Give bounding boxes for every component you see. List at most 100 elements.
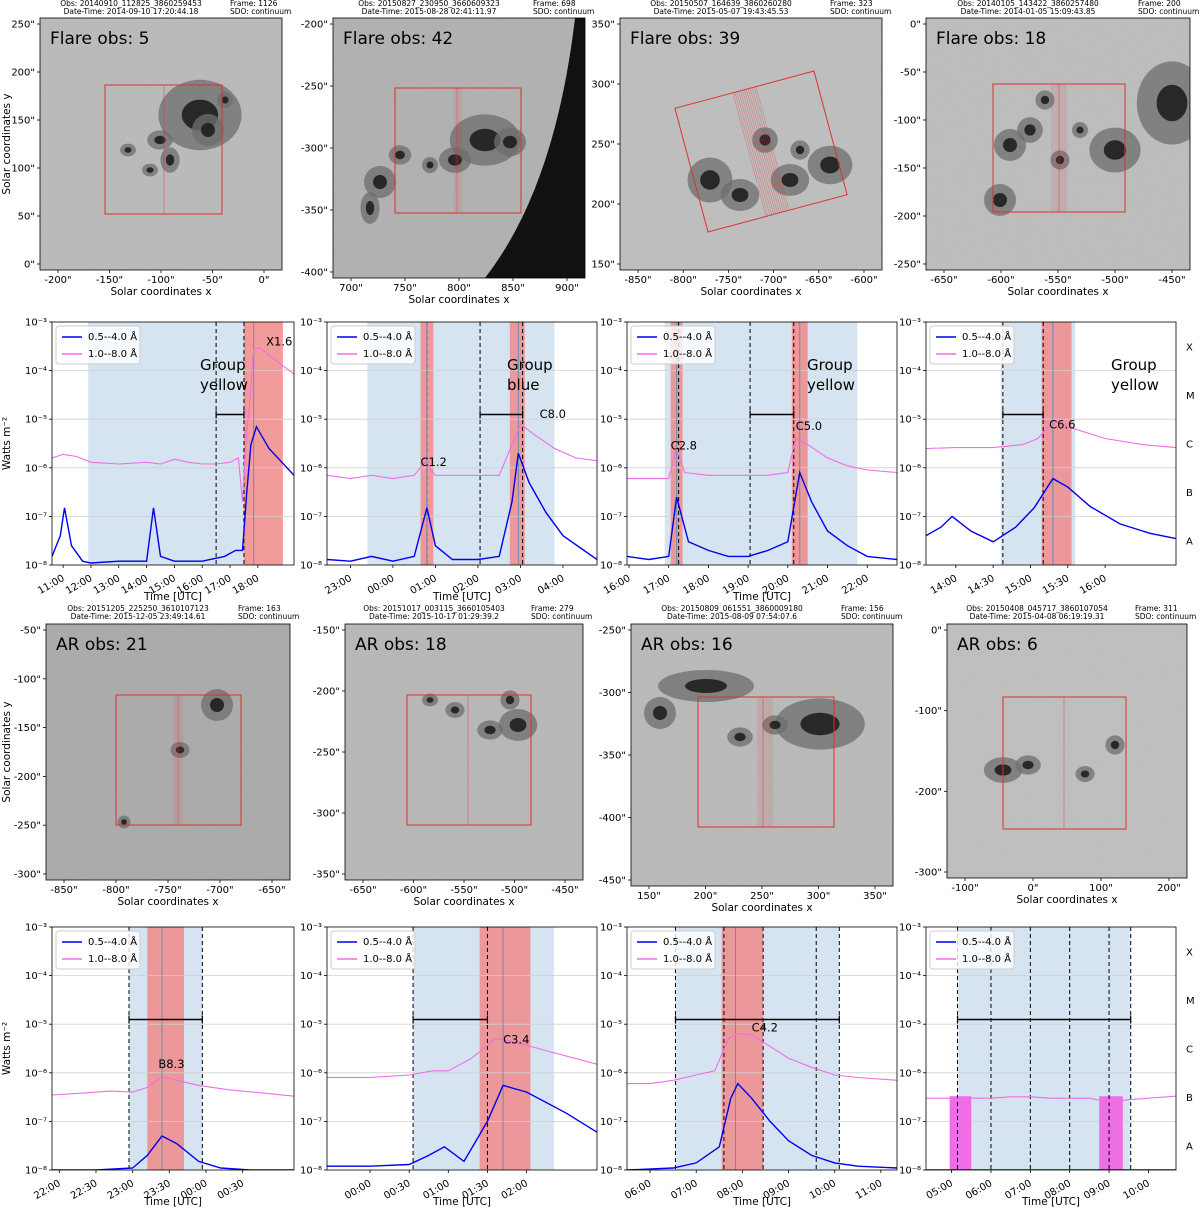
slit-raster-line bbox=[736, 91, 771, 216]
y-tick-label: -200" bbox=[915, 787, 942, 798]
sunspot-umbra bbox=[365, 201, 375, 215]
sdo-image-svg: Obs: 20150507_164639_3860260280Date-Time… bbox=[591, 0, 891, 298]
goes-panel-flare-39: 10⁻⁸ 10⁻⁷ 10⁻⁶ 10⁻⁵ 10⁻⁴ 10⁻³ 16:00 17:00 18:00 1… bbox=[600, 302, 900, 605]
solar-image bbox=[926, 18, 1190, 270]
x-tick-label: 00:00 bbox=[343, 1178, 373, 1202]
y-tick-label: 10⁻³ bbox=[600, 318, 622, 329]
sunspot-umbra bbox=[781, 173, 799, 187]
x-axis-title: Solar coordinates x bbox=[700, 286, 801, 298]
x-tick-label: 0" bbox=[259, 275, 270, 286]
x-tick-label: -450" bbox=[551, 885, 578, 896]
x-axis-title: Time [UTC] bbox=[1021, 1196, 1080, 1208]
datetime-label: Date-Time: 2015-04-08 06:19:19.31 bbox=[970, 612, 1105, 621]
goes-chart-svg: 10⁻⁸10⁻⁷10⁻⁶10⁻⁵10⁻⁴10⁻³23:00 00:00 01:00 0… bbox=[300, 318, 598, 603]
y-tick-label: 10⁻⁸ bbox=[899, 1166, 921, 1177]
y-tick-label: 50" bbox=[18, 212, 35, 223]
flare-span bbox=[509, 322, 525, 565]
group-label: blue bbox=[507, 376, 539, 394]
chart-frame bbox=[326, 926, 598, 1171]
legend-label-long: 1.0--8.0 Å bbox=[88, 952, 137, 965]
flare-class-label: C2.8 bbox=[671, 438, 697, 452]
x-tick-label: -750" bbox=[715, 275, 742, 286]
sunspot-umbra bbox=[505, 695, 515, 705]
group-label: yellow bbox=[200, 376, 248, 394]
legend-label-short: 0.5--4.0 Å bbox=[663, 935, 712, 948]
y-tick-label: 350" bbox=[591, 20, 615, 31]
y-tick-label: -300" bbox=[313, 809, 340, 820]
sunspot-umbra bbox=[210, 698, 224, 712]
group-label: yellow bbox=[1111, 376, 1159, 394]
y-tick-label: -50" bbox=[900, 68, 921, 79]
sunspot-umbra bbox=[121, 819, 127, 825]
y-tick-label: -150" bbox=[313, 626, 340, 637]
flare-class-label: C8.0 bbox=[540, 407, 566, 421]
obs-label: AR obs: 18 bbox=[355, 635, 447, 655]
fov-box bbox=[1002, 696, 1127, 830]
goes-panel-flare-18: 10⁻⁸ 10⁻⁷ 10⁻⁶ 10⁻⁵ 10⁻⁴ 10⁻³ 14:00 14:30 15:00 1… bbox=[899, 302, 1200, 605]
sunspot-umbra bbox=[1003, 138, 1017, 152]
y-tick-label: 10⁻³ bbox=[899, 318, 921, 329]
y-tick-label: -200" bbox=[894, 212, 921, 223]
x-tick-label: 200" bbox=[694, 891, 718, 902]
flare-class-label: C1.2 bbox=[421, 455, 447, 469]
x-tick-label: 17:00 bbox=[642, 573, 672, 597]
legend: 0.5--4.0 Å 1.0--8.0 Å bbox=[630, 930, 716, 970]
x-axis-title: Time [UTC] bbox=[432, 1196, 491, 1208]
y-tick-label: 300" bbox=[591, 80, 615, 91]
x-tick-label: 23:00 bbox=[106, 1178, 136, 1202]
x-tick-label: -650" bbox=[805, 275, 832, 286]
y-tick-label: 10⁻⁸ bbox=[25, 561, 47, 572]
obs-label: AR obs: 16 bbox=[641, 635, 733, 655]
y-tick-label: 10⁻⁶ bbox=[600, 1068, 622, 1079]
x-tick-label: 700" bbox=[339, 283, 363, 294]
y-tick-label: 10⁻⁴ bbox=[25, 971, 47, 982]
goes-panel-ar-21: 10⁻⁸ 10⁻⁷ 10⁻⁶ 10⁻⁵ 10⁻⁴ 10⁻³ Watts m⁻² 22:00 22… bbox=[0, 907, 300, 1210]
obs-label: Flare obs: 42 bbox=[343, 29, 453, 49]
legend-label-long: 1.0--8.0 Å bbox=[962, 952, 1011, 965]
goes-panel-flare-5: 10⁻⁸ 10⁻⁷ 10⁻⁶ 10⁻⁵ 10⁻⁴ 10⁻³ Watts m⁻² 11:00 12… bbox=[0, 302, 300, 605]
y-tick-label: 10⁻⁵ bbox=[600, 1020, 622, 1031]
datetime-label: Date-Time: 2015-12-05 23:49:14.61 bbox=[71, 612, 206, 621]
sunspot-umbra bbox=[469, 128, 501, 152]
granulation bbox=[345, 624, 583, 880]
group-label: Group bbox=[507, 356, 553, 374]
sunspot-umbra bbox=[221, 96, 229, 104]
y-tick-label: 10⁻³ bbox=[25, 318, 47, 329]
image-panel-flare-42: Obs: 20150827_230950_3660609323 Date-Time… bbox=[300, 0, 600, 306]
slit-raster-line bbox=[732, 92, 767, 217]
obs-label: AR obs: 6 bbox=[957, 635, 1038, 655]
goes-chart-svg: 10⁻⁸ 10⁻⁷ 10⁻⁶ 10⁻⁵ 10⁻⁴ 10⁻³ 14:00 14:30 15:00 1… bbox=[899, 318, 1195, 598]
flare-class-label: B8.3 bbox=[158, 1057, 184, 1071]
chart-frame bbox=[326, 321, 598, 566]
slit-raster-line bbox=[734, 92, 769, 216]
sunspot-umbra bbox=[759, 134, 771, 146]
sunspot-umbra bbox=[731, 188, 749, 202]
instrument-label: SDO: continuum bbox=[1138, 7, 1199, 16]
goes-panel-ar-16: 10⁻⁸ 10⁻⁷ 10⁻⁶ 10⁻⁵ 10⁻⁴ 10⁻³ 06:00 07:00 08:00 0… bbox=[600, 907, 900, 1210]
x-tick-label: -650" bbox=[349, 885, 376, 896]
y-tick-label: 10⁻³ bbox=[25, 923, 47, 934]
legend-label-long: 1.0--8.0 Å bbox=[88, 347, 137, 360]
y-tick-label: 10⁻⁵ bbox=[25, 415, 47, 426]
y-tick-label: -400" bbox=[599, 813, 626, 824]
chart-frame bbox=[51, 926, 295, 1171]
y-tick-label: 10⁻⁸ bbox=[600, 561, 622, 572]
x-tick-label: 0" bbox=[1028, 883, 1039, 894]
goes-class-label: M bbox=[1186, 391, 1195, 402]
legend: 0.5--4.0 Å 1.0--8.0 Å bbox=[330, 930, 416, 970]
instrument-label: SDO: continuum bbox=[1135, 612, 1196, 621]
obs-file-label: Obs: 20151017_003115_3660105403 bbox=[363, 604, 505, 613]
granulation bbox=[947, 624, 1187, 878]
legend-label-long: 1.0--8.0 Å bbox=[663, 347, 712, 360]
y-axis-title: Solar coordinates y bbox=[1, 701, 13, 802]
y-tick-label: -250" bbox=[301, 82, 328, 93]
sunspot-umbra bbox=[1156, 84, 1188, 122]
x-tick-label: 22:00 bbox=[32, 1178, 62, 1202]
sunspot-umbra bbox=[685, 679, 727, 693]
y-axis-title: Solar coordinates y bbox=[1, 93, 13, 194]
flare-class-label: C6.6 bbox=[1049, 417, 1075, 431]
y-tick-label: 250" bbox=[11, 20, 35, 31]
group-label: yellow bbox=[807, 376, 855, 394]
y-tick-label: -200" bbox=[313, 687, 340, 698]
x-tick-label: 11:00 bbox=[36, 573, 66, 597]
